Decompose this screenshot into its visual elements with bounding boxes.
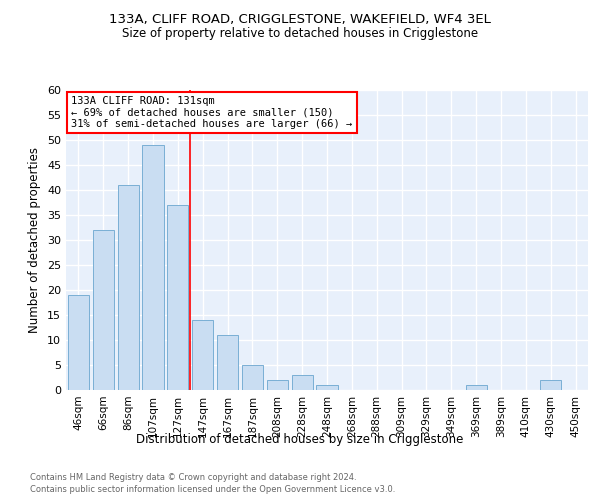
Bar xyxy=(466,385,487,390)
Text: Contains HM Land Registry data © Crown copyright and database right 2024.: Contains HM Land Registry data © Crown c… xyxy=(30,472,356,482)
Bar xyxy=(93,230,114,390)
Bar xyxy=(192,320,213,390)
Bar xyxy=(217,335,238,390)
Y-axis label: Number of detached properties: Number of detached properties xyxy=(28,147,41,333)
Text: 133A CLIFF ROAD: 131sqm
← 69% of detached houses are smaller (150)
31% of semi-d: 133A CLIFF ROAD: 131sqm ← 69% of detache… xyxy=(71,96,352,129)
Text: Size of property relative to detached houses in Crigglestone: Size of property relative to detached ho… xyxy=(122,28,478,40)
Bar xyxy=(316,385,338,390)
Text: 133A, CLIFF ROAD, CRIGGLESTONE, WAKEFIELD, WF4 3EL: 133A, CLIFF ROAD, CRIGGLESTONE, WAKEFIEL… xyxy=(109,12,491,26)
Bar xyxy=(118,185,139,390)
Text: Contains public sector information licensed under the Open Government Licence v3: Contains public sector information licen… xyxy=(30,485,395,494)
Text: Distribution of detached houses by size in Crigglestone: Distribution of detached houses by size … xyxy=(136,432,464,446)
Bar xyxy=(292,375,313,390)
Bar xyxy=(68,295,89,390)
Bar xyxy=(142,145,164,390)
Bar xyxy=(242,365,263,390)
Bar xyxy=(167,205,188,390)
Bar xyxy=(267,380,288,390)
Bar xyxy=(540,380,561,390)
